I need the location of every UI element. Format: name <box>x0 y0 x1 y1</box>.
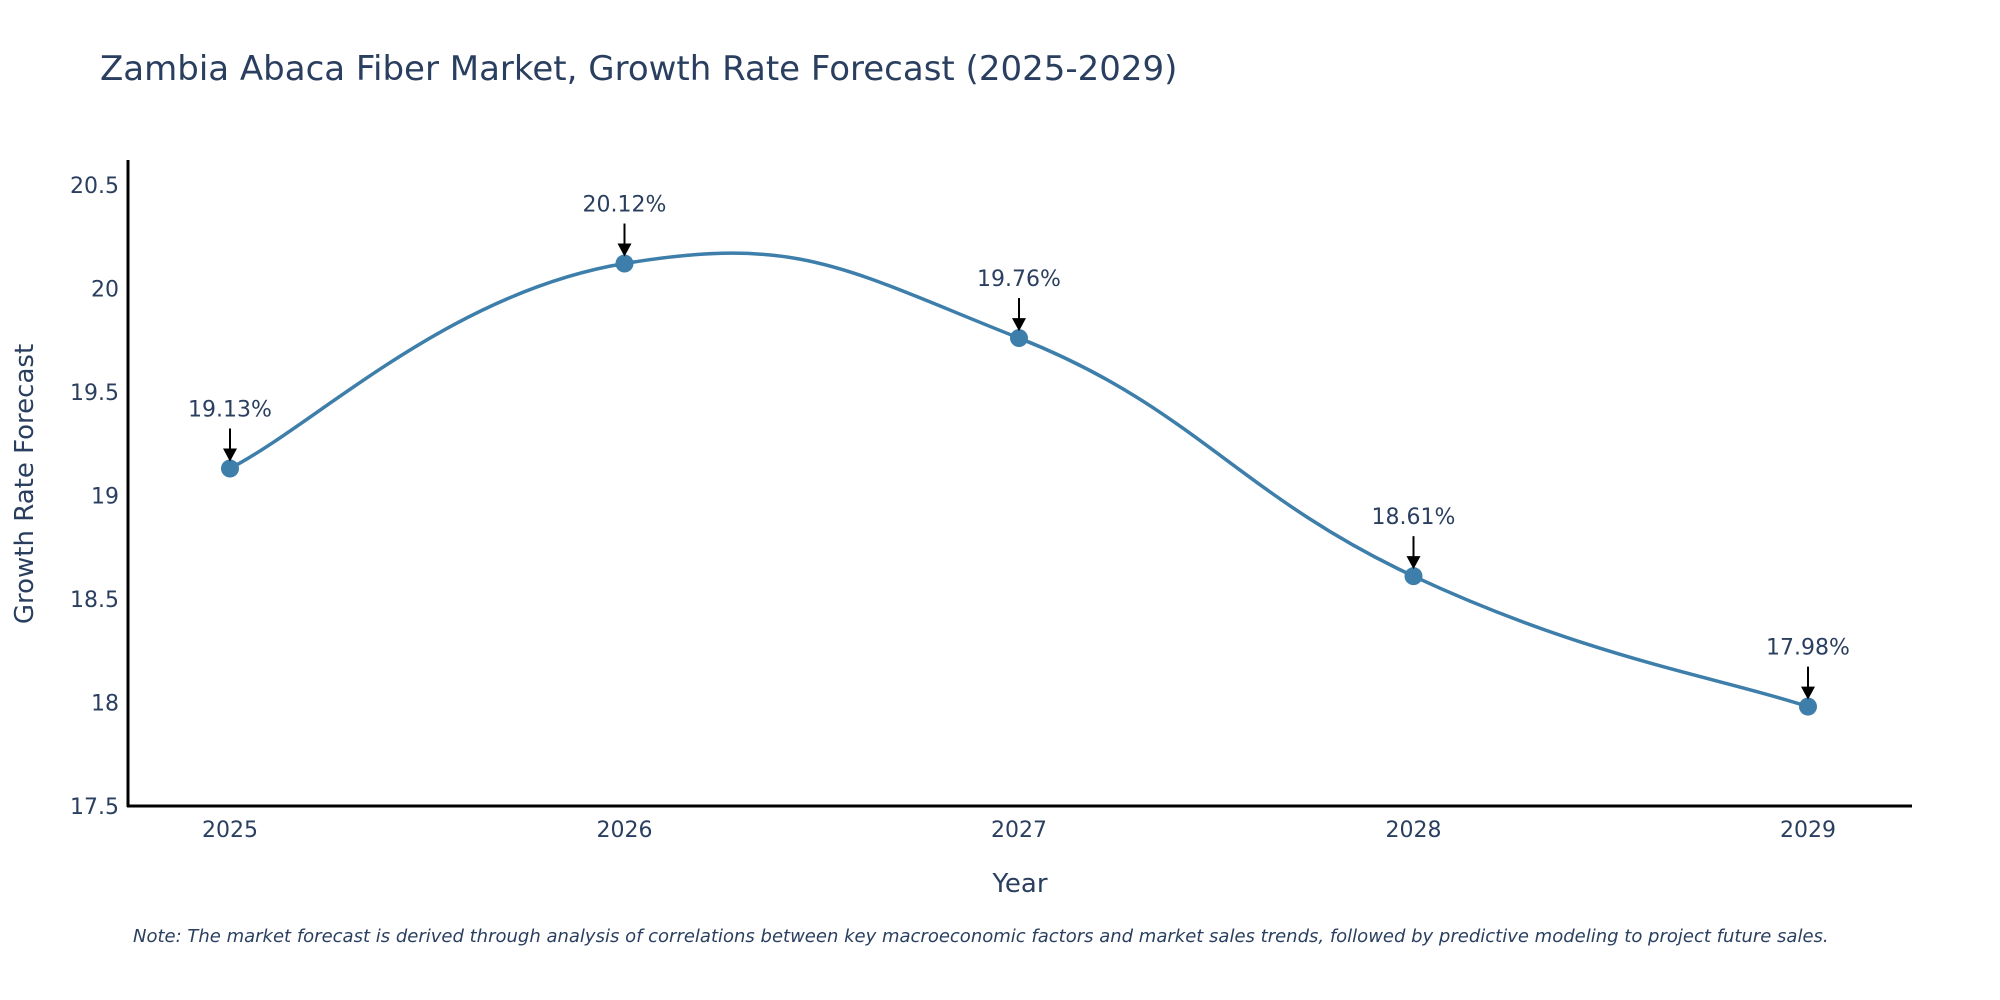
y-tick-label: 20 <box>91 277 119 302</box>
data-label: 19.76% <box>977 267 1061 292</box>
data-label: 18.61% <box>1372 505 1456 530</box>
data-markers <box>221 254 1817 716</box>
annotation-arrow-head <box>617 243 632 257</box>
y-tick-label: 18 <box>91 691 119 716</box>
data-annotation: 19.76% <box>977 267 1061 332</box>
annotation-arrow-head <box>223 448 237 462</box>
y-tick-label: 17.5 <box>70 795 119 820</box>
data-annotation: 18.61% <box>1372 505 1456 570</box>
x-tick-label: 2026 <box>597 818 653 843</box>
y-tick-label: 19.5 <box>70 381 119 406</box>
chart-title: Zambia Abaca Fiber Market, Growth Rate F… <box>100 49 1177 89</box>
y-axis-ticks: 17.5 18 18.5 19 19.5 20 20.5 <box>70 174 119 820</box>
data-label: 20.12% <box>583 193 667 218</box>
x-axis-ticks: 2025 2026 2027 2028 2029 <box>202 818 1836 843</box>
data-point-marker <box>221 459 239 478</box>
annotation-arrow-head <box>1801 686 1815 700</box>
y-tick-label: 19 <box>91 484 119 509</box>
y-tick-label: 18.5 <box>70 588 119 613</box>
x-tick-label: 2029 <box>1780 818 1836 843</box>
x-axis-title: Year <box>991 869 1047 899</box>
data-annotation: 17.98% <box>1766 636 1850 700</box>
data-annotations: 19.13% 20.12% 19.76% 18.61% 17.98% <box>188 193 1850 700</box>
y-axis-title: Growth Rate Forecast <box>10 344 40 624</box>
data-point-marker <box>1404 567 1423 586</box>
data-point-marker <box>1799 697 1817 716</box>
data-point-marker <box>615 254 634 273</box>
annotation-arrow-head <box>1406 556 1421 570</box>
forecast-note: Note: The market forecast is derived thr… <box>133 926 1829 947</box>
data-label: 19.13% <box>188 398 272 423</box>
data-point-marker <box>1010 329 1028 348</box>
x-tick-label: 2027 <box>991 818 1047 843</box>
data-label: 17.98% <box>1766 636 1850 661</box>
data-annotation: 19.13% <box>188 398 272 462</box>
x-tick-label: 2028 <box>1386 818 1442 843</box>
data-annotation: 20.12% <box>583 193 667 257</box>
y-tick-label: 20.5 <box>70 174 119 199</box>
annotation-arrow-head <box>1012 318 1026 332</box>
x-tick-label: 2025 <box>202 818 258 843</box>
